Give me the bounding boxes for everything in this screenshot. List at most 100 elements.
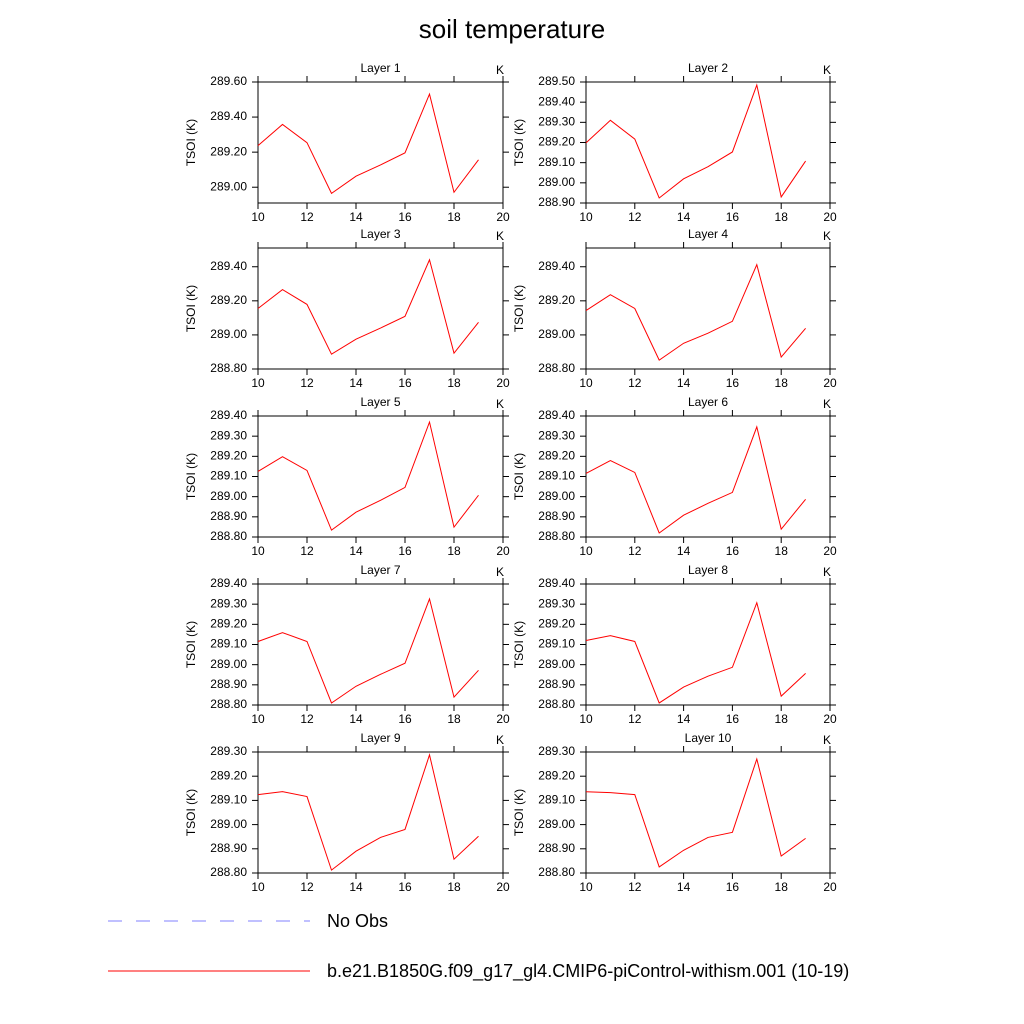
x-tick-label: 12 — [300, 210, 314, 224]
x-tick-label: 20 — [496, 544, 510, 558]
data-line — [585, 83, 807, 199]
x-tick-label: 16 — [398, 210, 412, 224]
x-tick-label: 14 — [349, 712, 363, 726]
x-tick-label: 12 — [628, 880, 642, 894]
x-tick-label: 16 — [726, 712, 740, 726]
x-tick-label: 12 — [628, 544, 642, 558]
panel-title: Layer 1 — [360, 61, 400, 75]
y-tick-label: 289.00 — [538, 489, 575, 503]
panel-title: Layer 9 — [360, 731, 400, 745]
y-tick-label: 289.30 — [538, 596, 575, 610]
y-tick-label: 289.10 — [538, 155, 575, 169]
x-tick-label: 20 — [496, 880, 510, 894]
x-tick-label: 10 — [251, 880, 265, 894]
x-tick-label: 14 — [349, 544, 363, 558]
plot-frame — [585, 81, 831, 204]
y-axis-label: TSOI (K) — [512, 285, 526, 332]
x-tick-label: 18 — [447, 544, 461, 558]
y-tick-label: 289.00 — [210, 817, 247, 831]
y-tick-label: 289.30 — [210, 596, 247, 610]
x-tick-label: 14 — [677, 210, 691, 224]
y-tick-label: 288.80 — [210, 865, 247, 879]
y-axis-label: TSOI (K) — [512, 119, 526, 166]
units-label: K — [823, 397, 831, 411]
data-line — [585, 601, 806, 704]
x-tick-label: 18 — [447, 376, 461, 390]
y-axis-label: TSOI (K) — [184, 285, 198, 332]
panel-title: Layer 2 — [688, 61, 728, 75]
figure-title: soil temperature — [419, 14, 605, 44]
x-tick-label: 10 — [251, 544, 265, 558]
y-tick-label: 289.40 — [538, 408, 575, 422]
y-tick-label: 289.40 — [538, 94, 575, 108]
units-label: K — [496, 733, 504, 747]
y-tick-label: 288.90 — [538, 841, 575, 855]
y-tick-label: 289.00 — [538, 657, 575, 671]
x-tick-label: 16 — [726, 544, 740, 558]
y-tick-label: 288.90 — [210, 509, 247, 523]
panel: Layer 1 K TSOI (K) 289.00 289.20 289.40 289.60… — [184, 61, 510, 224]
x-tick-label: 18 — [447, 880, 461, 894]
x-tick-label: 16 — [398, 880, 412, 894]
units-label: K — [496, 565, 504, 579]
data-line — [585, 263, 806, 361]
x-tick-label: 20 — [823, 210, 837, 224]
units-label: K — [496, 397, 504, 411]
y-axis-label: TSOI (K) — [184, 789, 198, 836]
panel-title: Layer 6 — [688, 395, 728, 409]
y-tick-label: 289.20 — [538, 617, 575, 631]
y-tick-label: 288.80 — [210, 529, 247, 543]
panel: Layer 5 K TSOI (K) 288.80 288.90 289.00 289.10… — [184, 395, 510, 558]
y-tick-label: 289.20 — [210, 293, 247, 307]
y-tick-label: 289.40 — [538, 576, 575, 590]
x-tick-label: 20 — [823, 376, 837, 390]
y-tick-label: 289.50 — [538, 74, 575, 88]
x-tick-label: 20 — [823, 880, 837, 894]
y-tick-label: 288.90 — [210, 677, 247, 691]
panel-title: Layer 7 — [360, 563, 400, 577]
y-tick-label: 289.20 — [210, 144, 247, 158]
plot-frame — [585, 583, 831, 706]
y-tick-label: 289.40 — [210, 576, 247, 590]
x-tick-label: 18 — [775, 544, 789, 558]
data-line — [257, 258, 479, 355]
units-label: K — [823, 229, 831, 243]
x-tick-label: 18 — [775, 210, 789, 224]
plot-frame — [585, 415, 831, 538]
y-tick-label: 289.30 — [210, 428, 247, 442]
y-tick-label: 289.20 — [210, 449, 247, 463]
panel: Layer 7 K TSOI (K) 288.80 288.90 289.00 289.10… — [184, 563, 510, 726]
y-tick-label: 289.40 — [538, 259, 575, 273]
x-tick-label: 16 — [398, 544, 412, 558]
y-tick-label: 289.20 — [538, 449, 575, 463]
y-tick-label: 289.40 — [210, 109, 247, 123]
units-label: K — [823, 733, 831, 747]
plot-frame — [257, 247, 504, 370]
x-tick-label: 20 — [496, 210, 510, 224]
plot-frame — [585, 751, 831, 874]
y-tick-label: 289.00 — [538, 175, 575, 189]
y-tick-label: 289.10 — [538, 793, 575, 807]
y-tick-label: 289.40 — [210, 408, 247, 422]
y-tick-label: 289.30 — [538, 428, 575, 442]
units-label: K — [496, 63, 504, 77]
x-tick-label: 12 — [628, 376, 642, 390]
y-tick-label: 289.00 — [210, 489, 247, 503]
panel: Layer 4 K TSOI (K) 288.80 289.00 289.20 289.40… — [512, 227, 837, 390]
panel-title: Layer 5 — [360, 395, 400, 409]
x-tick-label: 18 — [447, 712, 461, 726]
y-tick-label: 289.10 — [210, 469, 247, 483]
x-tick-label: 16 — [726, 376, 740, 390]
x-tick-label: 16 — [398, 712, 412, 726]
units-label: K — [823, 63, 831, 77]
x-tick-label: 12 — [300, 712, 314, 726]
y-tick-label: 289.00 — [210, 327, 247, 341]
plot-frame — [257, 81, 504, 204]
y-axis-label: TSOI (K) — [512, 789, 526, 836]
x-tick-label: 10 — [579, 376, 593, 390]
x-tick-label: 20 — [496, 712, 510, 726]
x-tick-label: 10 — [579, 880, 593, 894]
y-tick-label: 288.90 — [538, 195, 575, 209]
y-tick-label: 289.10 — [210, 637, 247, 651]
